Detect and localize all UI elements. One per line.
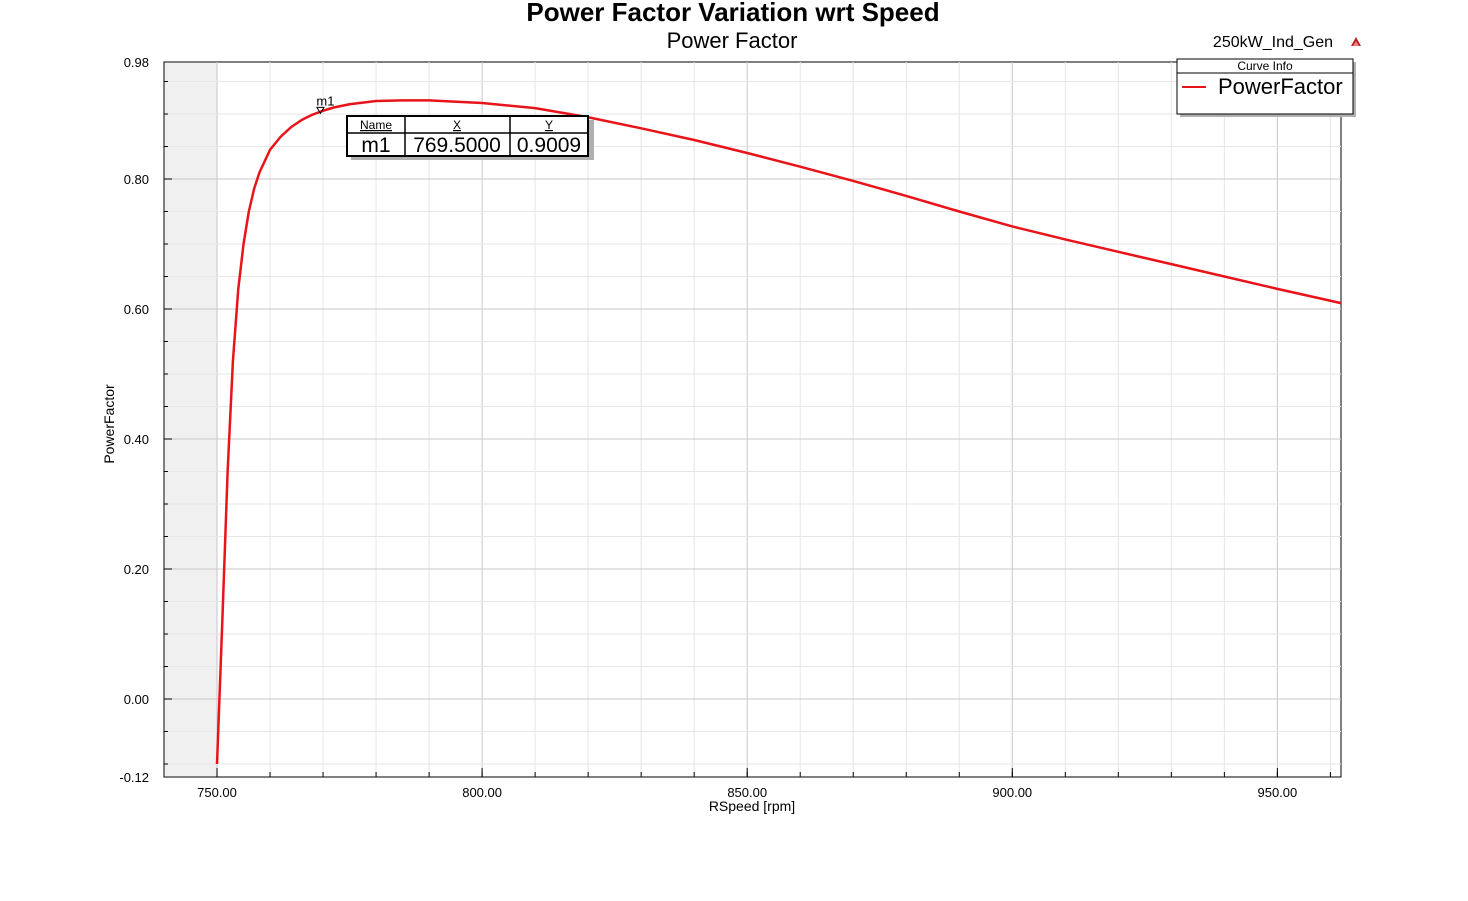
y-tick-label: 0.60 [124,302,149,317]
x-tick-label: 850.00 [727,785,767,800]
chart-subtitle: Power Factor [667,28,798,53]
app-logo-icon [1351,37,1361,46]
y-tick-label: -0.12 [119,770,149,785]
marker-table-cell-y: 0.9009 [517,134,581,157]
series-line-powerfactor [215,99,1342,765]
plot-area [163,61,1342,778]
y-tick-label: 0.20 [124,562,149,577]
y-axis-ticks: -0.12 0.00 0.20 0.40 0.60 0.80 0.98 [119,55,172,785]
x-axis-label: RSpeed [rpm] [709,798,795,814]
marker-table-header-x: X [453,118,461,132]
y-tick-label: 0.98 [124,55,149,70]
legend-entry-powerfactor: PowerFactor [1218,74,1343,99]
marker-table-cell-x: 769.5000 [413,134,501,157]
marker-m1-label: m1 [316,93,334,108]
legend-box [1176,58,1354,115]
y-axis-label: PowerFactor [101,384,117,464]
x-tick-label: 750.00 [197,785,237,800]
marker-table[interactable]: Name X Y m1 769.5000 0.9009 [346,115,594,160]
legend[interactable]: Curve Info PowerFactor [1176,58,1356,117]
x-axis-ticks: 750.00 800.00 850.00 900.00 950.00 [163,768,1331,800]
grid-lines [164,62,1341,777]
y-tick-label: 0.40 [124,432,149,447]
marker-table-box [346,115,589,157]
marker-m1[interactable]: m1 [316,93,334,115]
x-tick-label: 900.00 [992,785,1032,800]
x-tick-label: 950.00 [1257,785,1297,800]
marker-table-header-y: Y [545,118,553,132]
y-tick-label: 0.00 [124,692,149,707]
marker-table-header-name: Name [360,118,392,132]
excluded-region [165,63,218,776]
y-tick-label: 0.80 [124,172,149,187]
x-tick-label: 800.00 [462,785,502,800]
project-name: 250kW_Ind_Gen [1213,34,1333,51]
legend-title: Curve Info [1237,59,1293,73]
marker-m1-triangle-icon [316,106,325,115]
marker-table-cell-name: m1 [361,134,390,157]
chart-title: Power Factor Variation wrt Speed [526,0,939,27]
